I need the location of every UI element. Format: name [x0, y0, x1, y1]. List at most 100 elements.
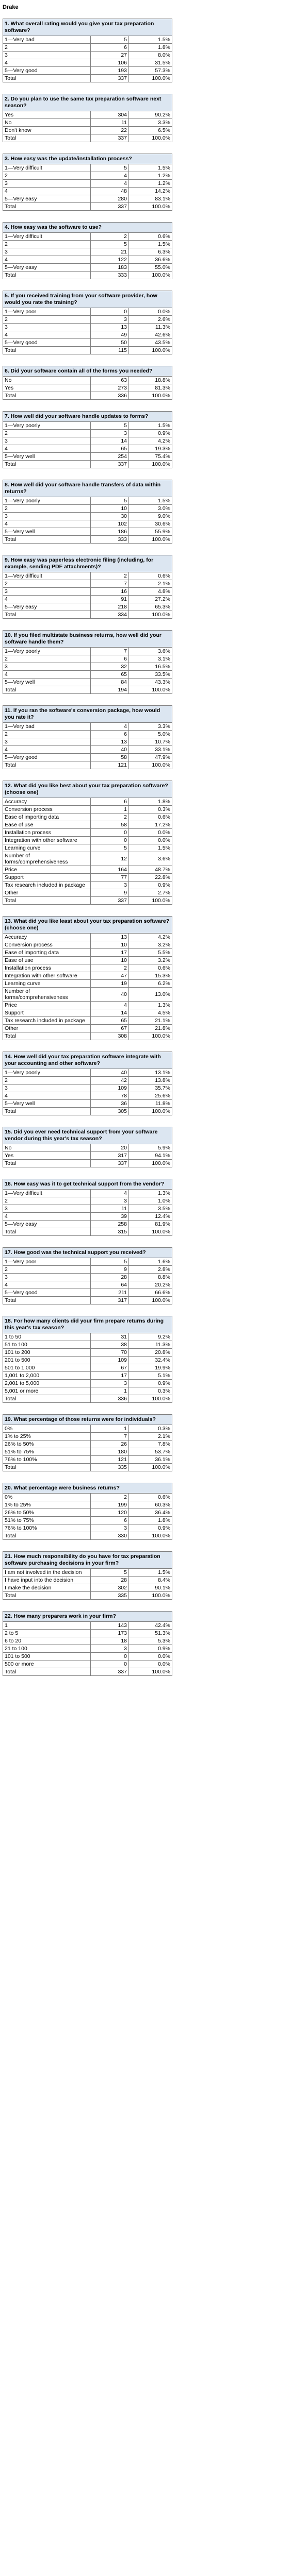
answer-row: 6 to 20 18 5.3%	[3, 1637, 173, 1645]
response-percent: 5.0%	[128, 730, 173, 738]
answer-row: 26% to 50% 26 7.8%	[3, 1440, 172, 1448]
answer-row: 3 28 8.8%	[3, 1273, 173, 1281]
response-count: 3	[90, 881, 129, 889]
response-percent: 11.3%	[128, 323, 173, 331]
answer-row: 1 to 50 31 9.2%	[3, 1333, 172, 1341]
response-count: 5	[90, 1568, 129, 1577]
answer-row: 3 21 6.3%	[3, 248, 172, 256]
answer-row: 3 27 8.0%	[3, 51, 173, 59]
response-count: 5	[90, 1258, 129, 1266]
response-count: 58	[90, 821, 129, 829]
response-percent: 2.1%	[128, 580, 172, 588]
response-count: 336	[90, 1395, 129, 1403]
answer-label: Integration with other software	[3, 836, 91, 844]
response-percent: 5.5%	[128, 948, 172, 957]
response-percent: 0.0%	[128, 836, 172, 844]
answer-row: 21 to 100 3 0.9%	[3, 1645, 173, 1653]
answer-row: 4 65 33.5%	[3, 670, 172, 679]
response-percent: 3.3%	[128, 118, 173, 127]
response-percent: 66.6%	[128, 1289, 173, 1297]
response-count: 308	[90, 1032, 129, 1040]
total-row: Total 335 100.0%	[3, 1463, 172, 1471]
response-percent: 4.8%	[128, 587, 172, 596]
answer-label: 3	[3, 1084, 91, 1092]
answer-label: 2	[3, 730, 91, 738]
answer-label: 101 to 200	[3, 1348, 91, 1357]
answer-label: 4	[3, 670, 91, 679]
answer-row: 1—Very poor 0 0.0%	[3, 308, 173, 316]
total-row: Total 334 100.0%	[3, 611, 172, 619]
response-count: 199	[90, 1501, 129, 1509]
answer-row: 5—Very good 211 66.6%	[3, 1289, 173, 1297]
answer-label: No	[3, 376, 91, 384]
answer-label: 1—Very poorly	[3, 421, 91, 430]
response-percent: 90.2%	[128, 111, 173, 119]
response-count: 280	[90, 195, 129, 203]
answer-label: Ease of importing data	[3, 813, 91, 821]
response-count: 3	[90, 429, 129, 437]
response-count: 26	[90, 1440, 129, 1448]
response-percent: 90.1%	[128, 1584, 172, 1592]
answer-label: 5—Very good	[3, 338, 91, 347]
answer-row: 76% to 100% 3 0.9%	[3, 1524, 173, 1532]
response-count: 164	[90, 866, 129, 874]
answer-row: Price 164 48.7%	[3, 866, 172, 874]
question-table: 5. If you received training from your so…	[2, 291, 173, 354]
response-percent: 1.3%	[128, 1001, 172, 1009]
response-percent: 100.0%	[128, 1591, 172, 1600]
response-percent: 5.3%	[128, 1637, 173, 1645]
response-percent: 36.1%	[128, 1455, 172, 1464]
response-percent: 21.1%	[128, 1016, 172, 1025]
total-row: Total 336 100.0%	[3, 392, 173, 400]
answer-row: 4 65 19.3%	[3, 445, 173, 453]
response-count: 32	[90, 663, 129, 671]
response-count: 49	[90, 331, 129, 339]
response-percent: 13.1%	[128, 1069, 172, 1077]
response-count: 121	[90, 761, 129, 769]
response-count: 337	[90, 202, 129, 211]
response-percent: 1.8%	[128, 43, 173, 52]
response-percent: 4.2%	[128, 437, 173, 445]
answer-label: 2	[3, 240, 91, 248]
response-count: 65	[90, 445, 129, 453]
answer-label: 4	[3, 1092, 91, 1100]
answer-label: Total	[3, 1668, 91, 1676]
answer-label: Conversion process	[3, 941, 91, 949]
response-percent: 3.1%	[128, 655, 172, 663]
response-percent: 1.5%	[128, 240, 172, 248]
response-percent: 0.6%	[128, 572, 172, 580]
answer-row: Accuracy 13 4.2%	[3, 933, 172, 941]
response-count: 335	[90, 1591, 129, 1600]
answer-row: 3 11 3.5%	[3, 1205, 173, 1213]
response-percent: 2.6%	[128, 315, 173, 324]
response-percent: 0.9%	[128, 429, 173, 437]
question-table: 7. How well did your software handle upd…	[2, 411, 173, 468]
response-percent: 6.5%	[128, 126, 173, 134]
response-percent: 19.9%	[128, 1364, 172, 1372]
response-count: 5	[90, 421, 129, 430]
answer-label: 76% to 100%	[3, 1455, 91, 1464]
answer-row: 5—Very good 193 57.3%	[3, 66, 173, 75]
question-table: 22. How many preparers work in your firm…	[2, 1611, 173, 1676]
response-count: 173	[90, 1629, 129, 1637]
response-percent: 100.0%	[128, 761, 173, 769]
answer-row: 51 to 100 38 11.3%	[3, 1341, 172, 1349]
answer-label: 2	[3, 1265, 91, 1274]
answer-label: 0%	[3, 1425, 91, 1433]
response-count: 12	[90, 852, 129, 866]
answer-row: 1—Very difficult 5 1.5%	[3, 164, 172, 172]
answer-row: 1—Very poorly 7 3.6%	[3, 647, 172, 655]
answer-row: 5—Very well 186 55.9%	[3, 528, 173, 536]
response-percent: 100.0%	[128, 1032, 172, 1040]
answer-label: Learning curve	[3, 844, 91, 852]
response-count: 9	[90, 1265, 129, 1274]
response-percent: 100.0%	[128, 202, 172, 211]
answer-label: 1,001 to 2,000	[3, 1371, 91, 1380]
total-row: Total 337 100.0%	[3, 896, 172, 905]
answer-row: 4 49 42.6%	[3, 331, 173, 339]
response-percent: 100.0%	[128, 1107, 172, 1115]
response-percent: 8.8%	[128, 1273, 173, 1281]
total-row: Total 337 100.0%	[3, 1159, 173, 1167]
answer-label: No	[3, 118, 91, 127]
response-count: 64	[90, 1281, 129, 1289]
